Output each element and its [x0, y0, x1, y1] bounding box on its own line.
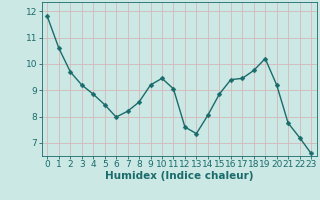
X-axis label: Humidex (Indice chaleur): Humidex (Indice chaleur)	[105, 171, 253, 181]
